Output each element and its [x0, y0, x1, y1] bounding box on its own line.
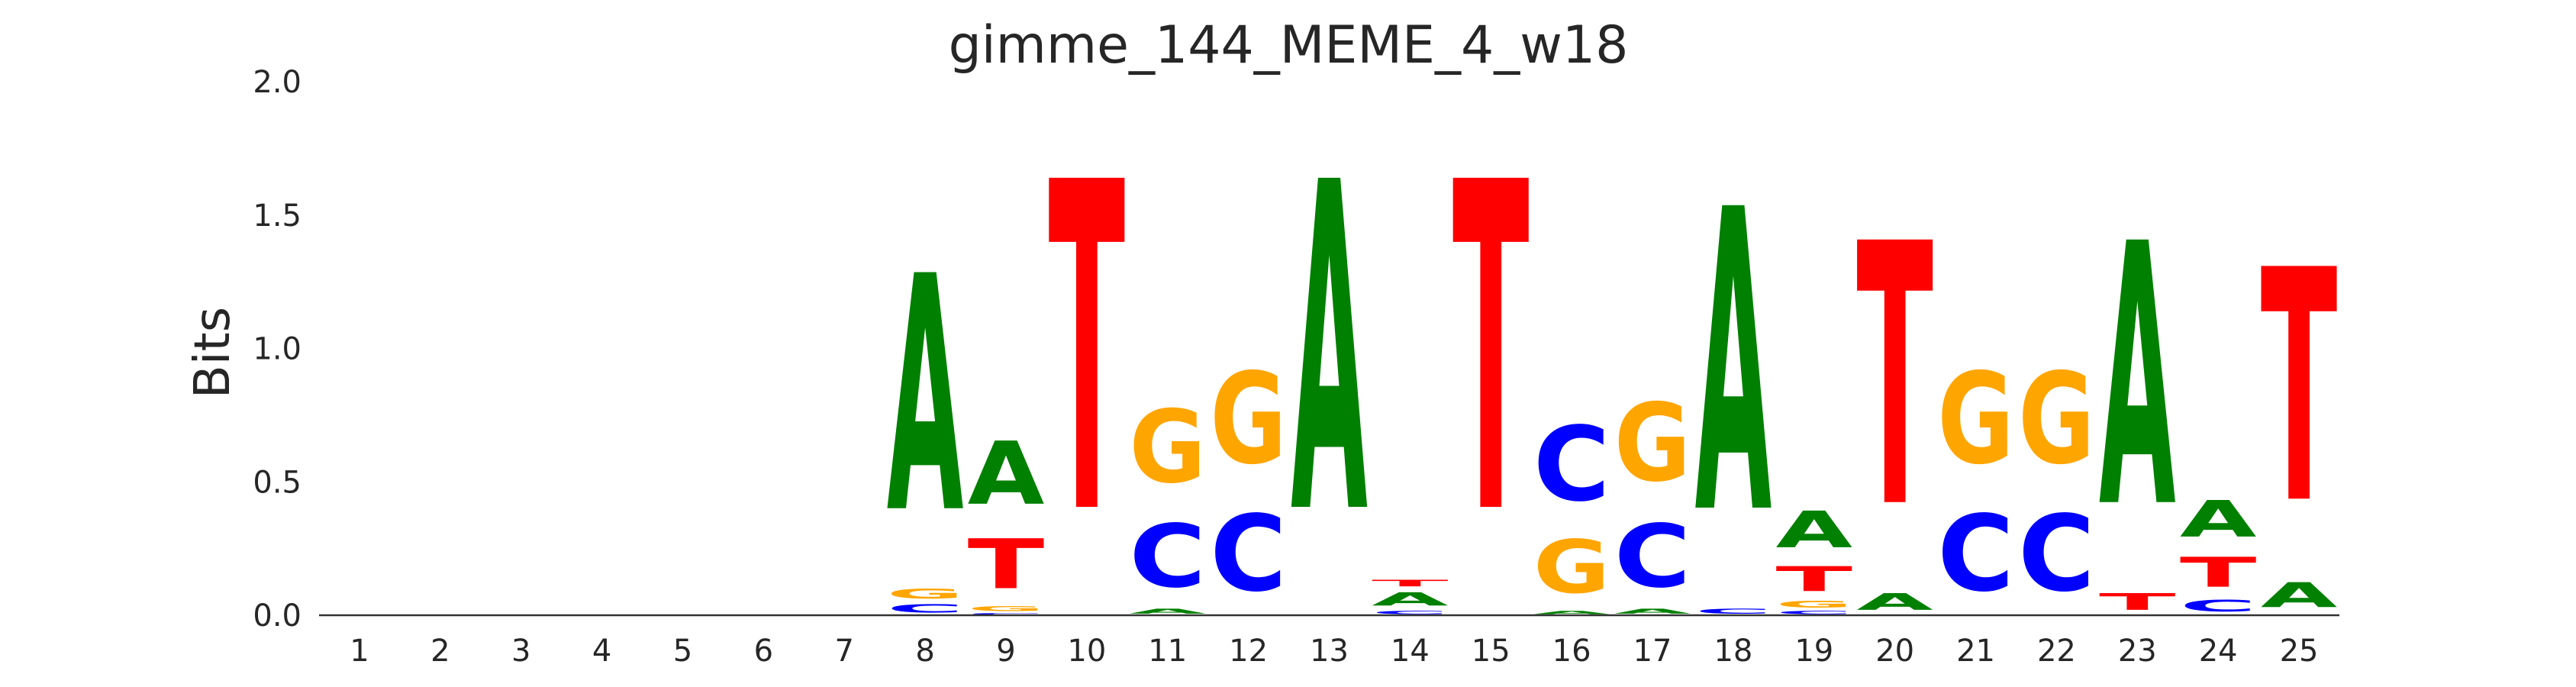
- logo-letter-g: G: [1614, 382, 1691, 506]
- logo-letter-t: T: [2261, 202, 2338, 574]
- x-tick-label: 4: [592, 634, 611, 669]
- x-tick-label: 19: [1794, 634, 1833, 669]
- logo-letter-a: A: [1775, 501, 1852, 560]
- logo-letter-t: T: [1856, 168, 1933, 587]
- logo-letter-t: T: [968, 525, 1045, 605]
- logo-letter-c: C: [1614, 506, 1691, 608]
- logo-letter-c: C: [968, 613, 1045, 615]
- logo-letter-g: G: [968, 605, 1045, 612]
- x-tick-label: 21: [1956, 634, 1995, 669]
- y-tick-label: 1.5: [253, 198, 301, 234]
- logo-letter-a: A: [968, 424, 1045, 524]
- logo-letter-a: A: [887, 208, 965, 585]
- x-tick-label: 3: [511, 634, 530, 669]
- logo-letter-a: A: [1533, 610, 1610, 615]
- x-tick-label: 1: [350, 634, 369, 669]
- logo-letter-a: A: [2099, 168, 2177, 587]
- y-tick-label: 0.0: [253, 598, 301, 634]
- x-tick-label: 13: [1310, 634, 1349, 669]
- x-tick-label: 11: [1148, 634, 1187, 669]
- x-tick-label: 17: [1633, 634, 1672, 669]
- x-tick-label: 5: [673, 634, 692, 669]
- x-tick-label: 20: [1875, 634, 1914, 669]
- logo-letter-g: G: [1129, 389, 1206, 505]
- logo-letter-a: A: [1129, 608, 1206, 615]
- x-tick-label: 6: [754, 634, 773, 669]
- logo-letter-a: A: [2261, 576, 2338, 615]
- logo-letter-g: G: [1937, 347, 2014, 493]
- logo-letter-a: A: [1372, 589, 1449, 610]
- logo-letter-t: T: [2180, 549, 2257, 597]
- logo-letter-g: G: [887, 586, 964, 602]
- x-tick-label: 14: [1391, 634, 1430, 669]
- x-tick-label: 15: [1472, 634, 1510, 669]
- x-tick-label: 24: [2199, 634, 2238, 669]
- logo-letter-g: G: [2018, 347, 2095, 493]
- y-tick-label: 1.0: [253, 332, 301, 367]
- logo-letter-a: A: [2180, 490, 2257, 549]
- x-tick-label: 22: [2037, 634, 2076, 669]
- logo-letter-c: C: [1210, 494, 1287, 615]
- logo-letter-a: A: [1856, 589, 1933, 615]
- x-axis-ticks: 1 2 3 4 5 6 7 8 9 10 11 12 13 14 15 16 17 18 19 20 21 22 23 24 2…: [350, 634, 2318, 669]
- x-tick-label: 8: [915, 634, 934, 669]
- logo-letter-c: C: [1372, 610, 1449, 615]
- logo-letter-t: T: [1049, 88, 1126, 614]
- chart-title: gimme_144_MEME_4_w18: [949, 15, 1629, 76]
- y-tick-label: 2.0: [253, 65, 301, 100]
- logo-letter-c: C: [2018, 494, 2095, 615]
- x-tick-label: 2: [430, 634, 450, 669]
- logo-letter-t: T: [2099, 589, 2176, 615]
- logo-letter-g: G: [1210, 347, 1287, 493]
- logo-letter-c: C: [2180, 597, 2257, 615]
- logo-letter-a: A: [1614, 608, 1691, 615]
- logo-letter-t: T: [1452, 88, 1530, 614]
- logo-letter-t: T: [1372, 578, 1449, 589]
- x-tick-label: 12: [1229, 634, 1268, 669]
- logo-letter-g: G: [1533, 524, 1610, 609]
- logo-letter-c: C: [1775, 610, 1852, 615]
- logo-letter-c: C: [1129, 506, 1206, 608]
- x-tick-label: 25: [2280, 634, 2319, 669]
- logo-letter-c: C: [1937, 494, 2014, 615]
- x-tick-label: 10: [1067, 634, 1106, 669]
- y-axis-label: Bits: [185, 307, 241, 398]
- logo-letter-a: A: [1291, 89, 1369, 614]
- x-tick-label: 7: [834, 634, 853, 669]
- logo-letter-g: G: [1775, 599, 1852, 610]
- x-tick-label: 23: [2118, 634, 2157, 669]
- logo-letter-c: C: [1695, 608, 1772, 615]
- y-tick-label: 0.5: [253, 465, 301, 500]
- y-axis-ticks: 0.0 0.5 1.0 1.5 2.0: [253, 65, 301, 634]
- x-tick-label: 9: [996, 634, 1015, 669]
- x-tick-label: 18: [1714, 634, 1752, 669]
- logo-letter-t: T: [1775, 560, 1852, 599]
- logo-letter-a: A: [1695, 124, 1773, 607]
- x-tick-label: 16: [1552, 634, 1591, 669]
- logo-letter-c: C: [1533, 405, 1610, 524]
- logo-letter-c: C: [887, 602, 964, 615]
